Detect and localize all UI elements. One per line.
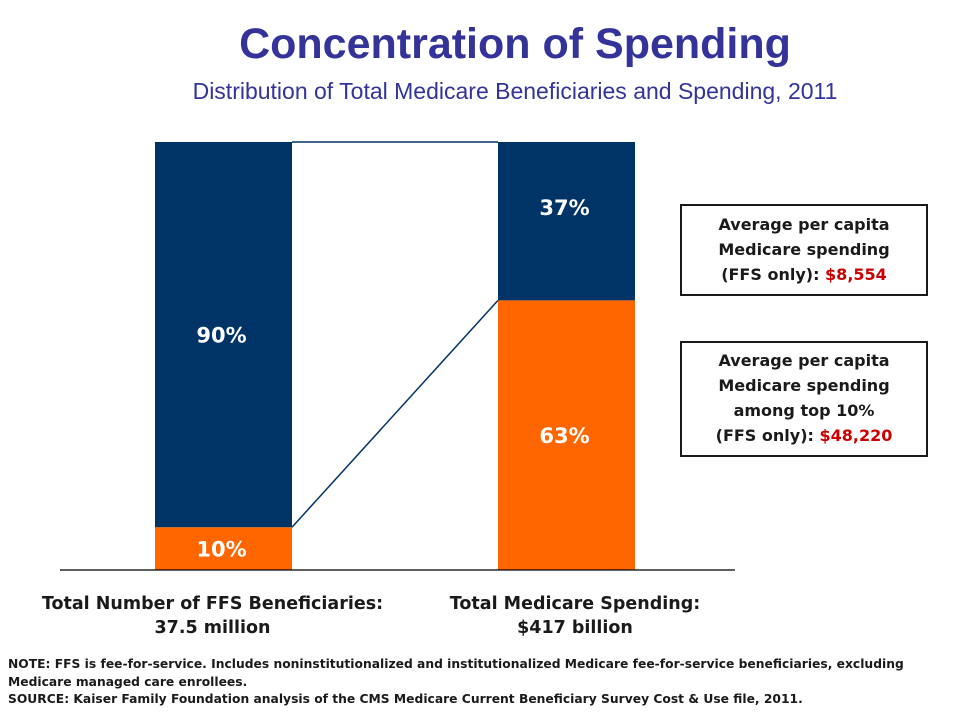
bar-segment-0-0: [155, 527, 292, 570]
callout-2-line2: Medicare spending: [718, 376, 890, 395]
callout-2-line4: (FFS only): $48,220: [686, 423, 922, 448]
data-label-0-1: 90%: [196, 324, 246, 348]
callout-2-value: $48,220: [819, 426, 893, 445]
category-label-beneficiaries-line2: 37.5 million: [154, 618, 271, 638]
callout-1-value: $8,554: [825, 265, 887, 284]
category-label-spending-line2: $417 billion: [517, 618, 633, 638]
callout-top10-spending: Average per capita Medicare spending amo…: [680, 341, 928, 457]
data-label-0-0: 10%: [196, 538, 246, 562]
bar-segment-0-1: [155, 142, 292, 528]
callout-1-line1: Average per capita: [718, 215, 890, 234]
category-label-beneficiaries-line1: Total Number of FFS Beneficiaries:: [41, 594, 384, 614]
chart-subtitle: Distribution of Total Medicare Beneficia…: [192, 78, 838, 104]
category-label-spending: Total Medicare Spending: $417 billion: [430, 592, 720, 640]
footnote: NOTE: FFS is fee-for-service. Includes n…: [8, 656, 953, 709]
callout-1-line3: (FFS only): $8,554: [686, 262, 922, 287]
callout-2-line3: among top 10%: [733, 401, 875, 420]
bar-segment-1-1: [498, 142, 635, 301]
data-label-1-1: 37%: [539, 196, 589, 220]
source-text: SOURCE: Kaiser Family Foundation analysi…: [8, 692, 803, 706]
bar-segment-1-0: [498, 300, 635, 570]
callout-2-line1: Average per capita: [718, 351, 890, 370]
callout-average-spending: Average per capita Medicare spending (FF…: [680, 204, 928, 296]
category-label-beneficiaries: Total Number of FFS Beneficiaries: 37.5 …: [20, 592, 405, 640]
callout-1-line2: Medicare spending: [718, 240, 890, 259]
data-label-1-0: 63%: [539, 424, 589, 448]
note-text: NOTE: FFS is fee-for-service. Includes n…: [8, 657, 904, 689]
category-label-spending-line1: Total Medicare Spending:: [449, 594, 701, 614]
connector-diagonal: [291, 299, 499, 528]
callout-1-label: (FFS only):: [721, 265, 820, 284]
callout-2-label: (FFS only):: [715, 426, 814, 445]
chart-title: Concentration of Spending: [239, 20, 791, 68]
